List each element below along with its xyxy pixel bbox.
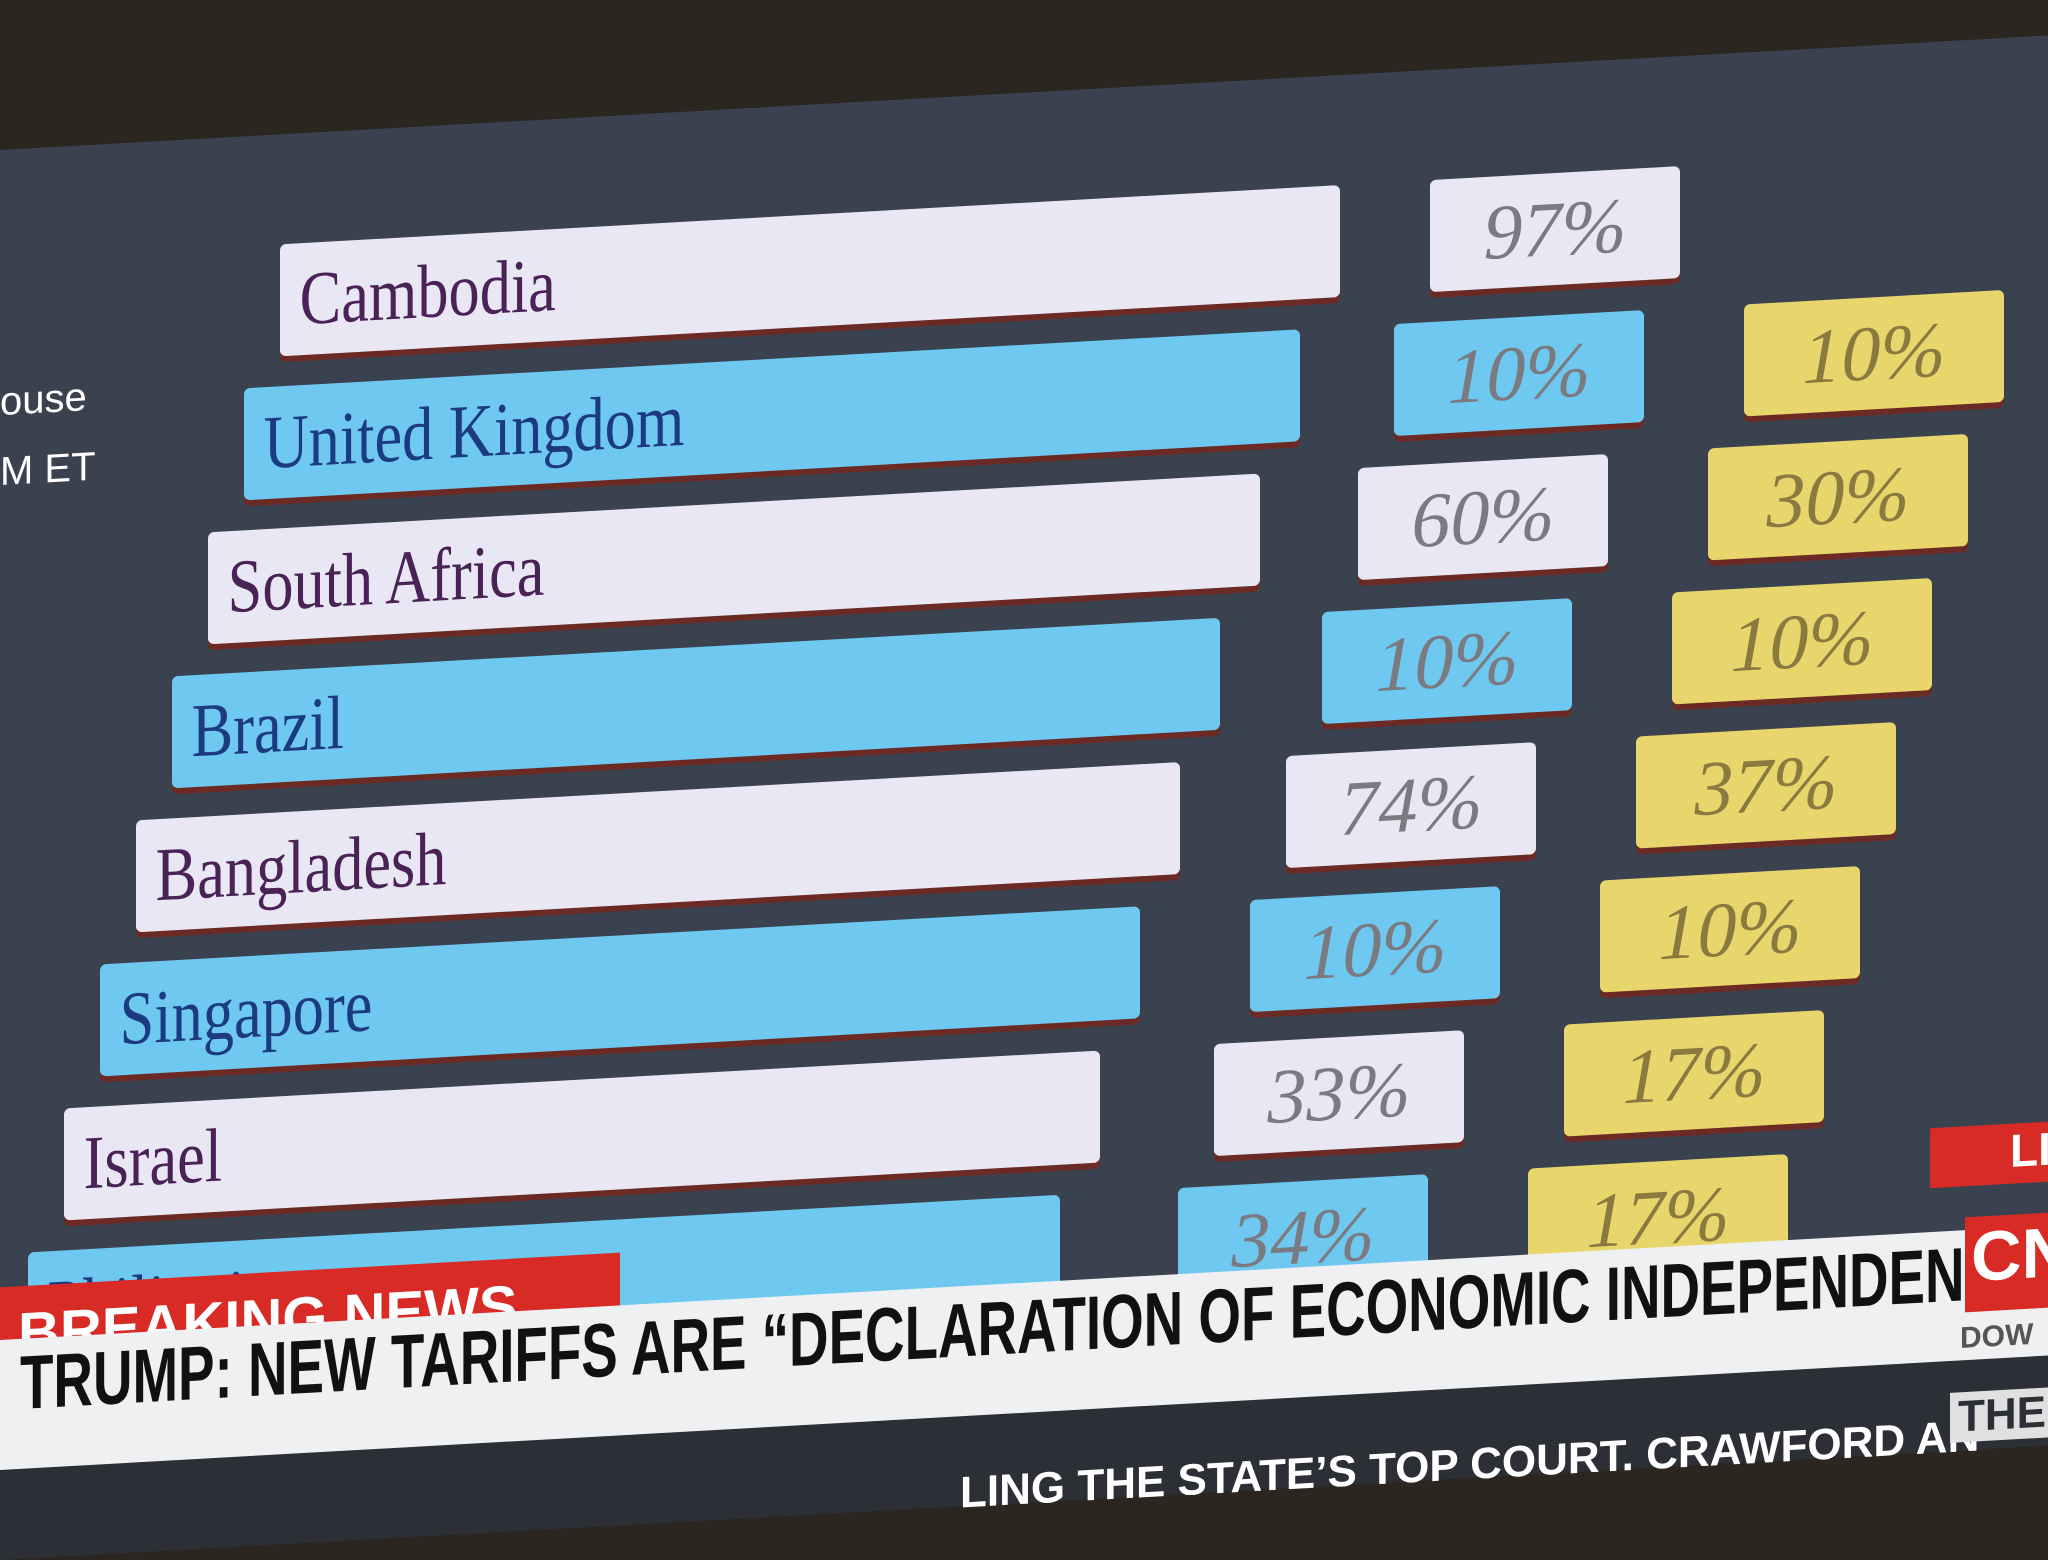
charged-value: 10% [1375, 613, 1519, 709]
side-fragment: M ET [0, 444, 96, 494]
charged-value: 97% [1483, 181, 1627, 277]
reciprocal-cell: 17% [1564, 1010, 1824, 1137]
country-name: Bangladesh [155, 816, 447, 917]
country-name: Israel [83, 1113, 223, 1205]
charged-cell: 10% [1250, 886, 1500, 1013]
charged-cell: 33% [1214, 1030, 1464, 1157]
reciprocal-value: 10% [1802, 305, 1946, 401]
charged-value: 10% [1447, 325, 1591, 421]
country-cell: Bangladesh [136, 762, 1180, 933]
country-cell: Cambodia [280, 185, 1340, 357]
charged-cell: 10% [1322, 598, 1572, 725]
reciprocal-cell: 10% [1672, 577, 1932, 705]
reciprocal-value: 10% [1730, 593, 1874, 689]
reciprocal-value: 17% [1622, 1025, 1766, 1121]
charged-value: 74% [1339, 757, 1483, 853]
charged-value: 33% [1267, 1045, 1411, 1141]
reciprocal-value: 30% [1766, 449, 1910, 545]
country-cell: United Kingdom [244, 329, 1300, 501]
country-cell: South Africa [208, 473, 1260, 645]
country-cell: Israel [64, 1050, 1100, 1221]
charged-cell: 74% [1286, 742, 1536, 869]
country-name: Singapore [119, 962, 373, 1061]
country-name: Brazil [191, 680, 344, 773]
country-name: South Africa [227, 527, 545, 629]
market-label: DOW [1960, 1317, 2034, 1356]
side-fragment: ouse [0, 375, 87, 424]
ticker-next: THE [1950, 1387, 2048, 1443]
network-logo: CN [1965, 1212, 2048, 1313]
country-cell: Singapore [100, 906, 1140, 1077]
reciprocal-cell: 10% [1600, 866, 1860, 993]
charged-value: 60% [1411, 469, 1555, 565]
reciprocal-value: 37% [1694, 737, 1838, 833]
reciprocal-value: 10% [1658, 881, 1802, 977]
reciprocal-cell: 10% [1744, 289, 2004, 417]
country-cell: Brazil [172, 617, 1220, 789]
reciprocal-cell: 30% [1708, 433, 1968, 561]
country-name: United Kingdom [263, 377, 685, 485]
reciprocal-cell: 37% [1636, 721, 1896, 849]
country-name: Cambodia [299, 242, 556, 341]
charged-cell: 10% [1394, 310, 1644, 437]
charged-cell: 60% [1358, 454, 1608, 581]
live-tag: LI [1930, 1121, 2048, 1189]
charged-value: 10% [1303, 901, 1447, 997]
charged-cell: 97% [1430, 166, 1680, 293]
